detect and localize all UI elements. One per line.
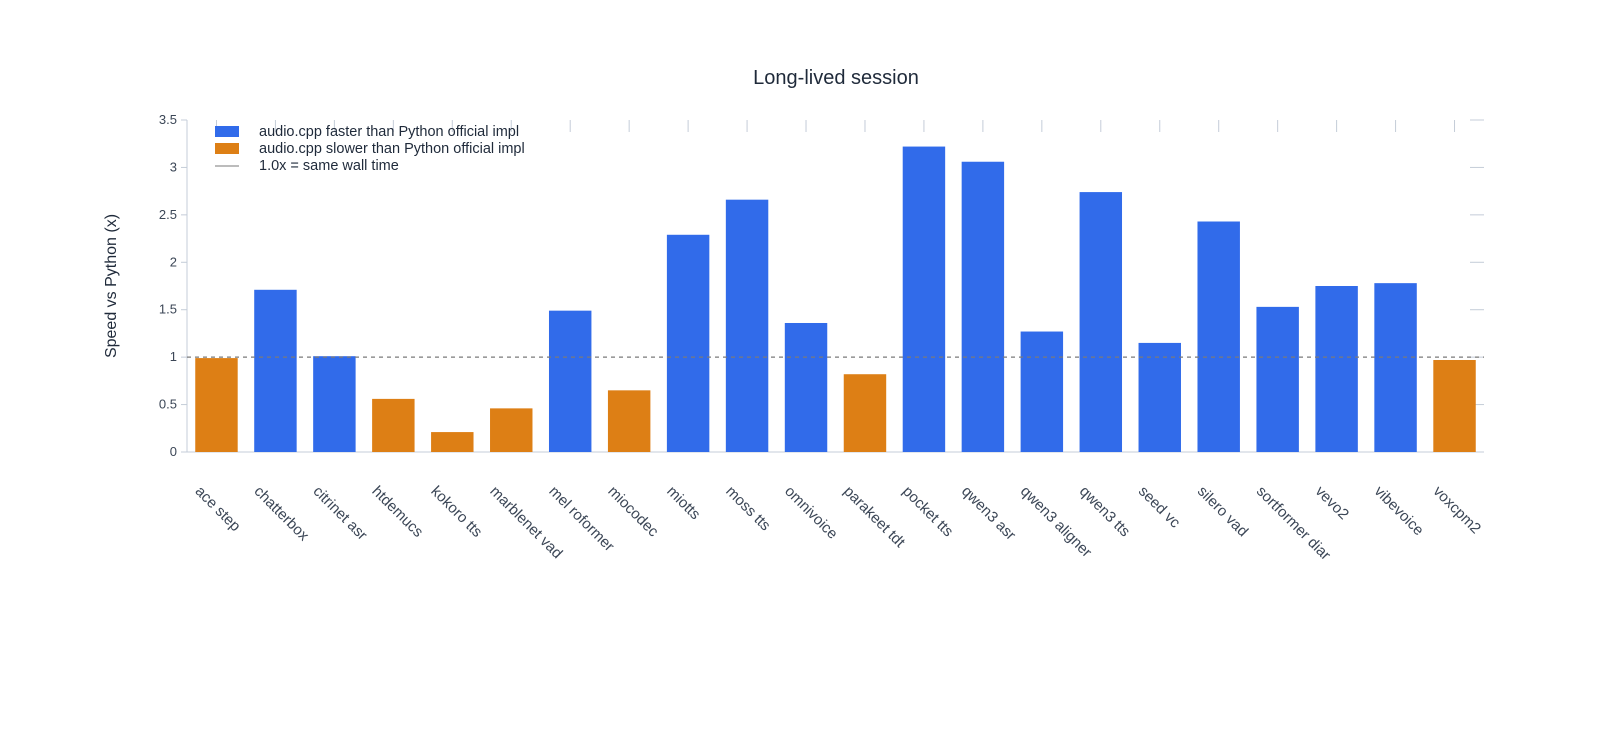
bars [195, 146, 1476, 453]
x-tick-label: miocodec [604, 483, 662, 541]
bar [195, 358, 238, 452]
bar [431, 432, 474, 452]
bar [1433, 359, 1476, 452]
x-tick-label: kokoro tts [427, 483, 485, 541]
y-tick-label: 2 [170, 254, 177, 269]
legend-swatch [215, 143, 239, 154]
bar [372, 398, 415, 452]
bar [313, 356, 356, 452]
y-tick-label: 1.5 [159, 302, 177, 317]
bar [1138, 342, 1181, 452]
y-tick-label: 2.5 [159, 207, 177, 222]
legend-label: audio.cpp faster than Python official im… [259, 124, 519, 140]
bar [1374, 283, 1417, 452]
x-tick-label: ace step [192, 483, 244, 535]
y-tick-label: 1 [170, 349, 177, 364]
y-tick-label: 0.5 [159, 397, 177, 412]
x-tick-label: chatterbox [251, 483, 313, 545]
bar [1197, 221, 1240, 452]
y-tick-label: 3.5 [159, 112, 177, 127]
x-tick-label: vevo2 [1312, 483, 1352, 523]
x-tick-label: parakeet tdt [840, 483, 909, 552]
bar [1079, 192, 1123, 452]
x-tick-label: qwen3 asr [958, 483, 1019, 544]
bar [843, 374, 887, 452]
x-tick-label: seed vc [1135, 483, 1184, 532]
y-tick-label: 3 [170, 159, 177, 174]
x-tick-label: moss tts [722, 483, 774, 535]
bar [1256, 306, 1299, 452]
bar [961, 161, 1005, 453]
x-tick-label: silero vad [1194, 483, 1251, 540]
x-tick-label: miotts [663, 483, 703, 523]
chart-title: Long-lived session [753, 67, 919, 89]
y-axis-label: Speed vs Python (x) [103, 214, 120, 358]
x-tick-label: citrinet asr [310, 483, 371, 544]
bar [490, 408, 533, 452]
bar [548, 310, 592, 452]
x-tick-label: pocket tts [899, 483, 956, 540]
bar [725, 199, 769, 452]
bar [607, 390, 651, 452]
bar [666, 234, 710, 452]
bar [254, 289, 297, 452]
x-tick-label: htdemucs [368, 483, 426, 541]
x-tick-label: omnivoice [781, 483, 841, 543]
legend-swatch [215, 126, 239, 137]
bar [1020, 331, 1064, 452]
legend-label: 1.0x = same wall time [259, 158, 399, 174]
bar [902, 146, 946, 452]
bar [1315, 286, 1358, 452]
bar [784, 322, 828, 452]
x-tick-label: vibevoice [1371, 483, 1427, 539]
x-tick-label: qwen3 tts [1076, 483, 1133, 540]
legend-label: audio.cpp slower than Python official im… [259, 141, 525, 157]
x-tick-label: voxcpm2 [1430, 483, 1484, 537]
y-tick-label: 0 [170, 444, 177, 459]
legend: audio.cpp faster than Python official im… [215, 124, 525, 174]
